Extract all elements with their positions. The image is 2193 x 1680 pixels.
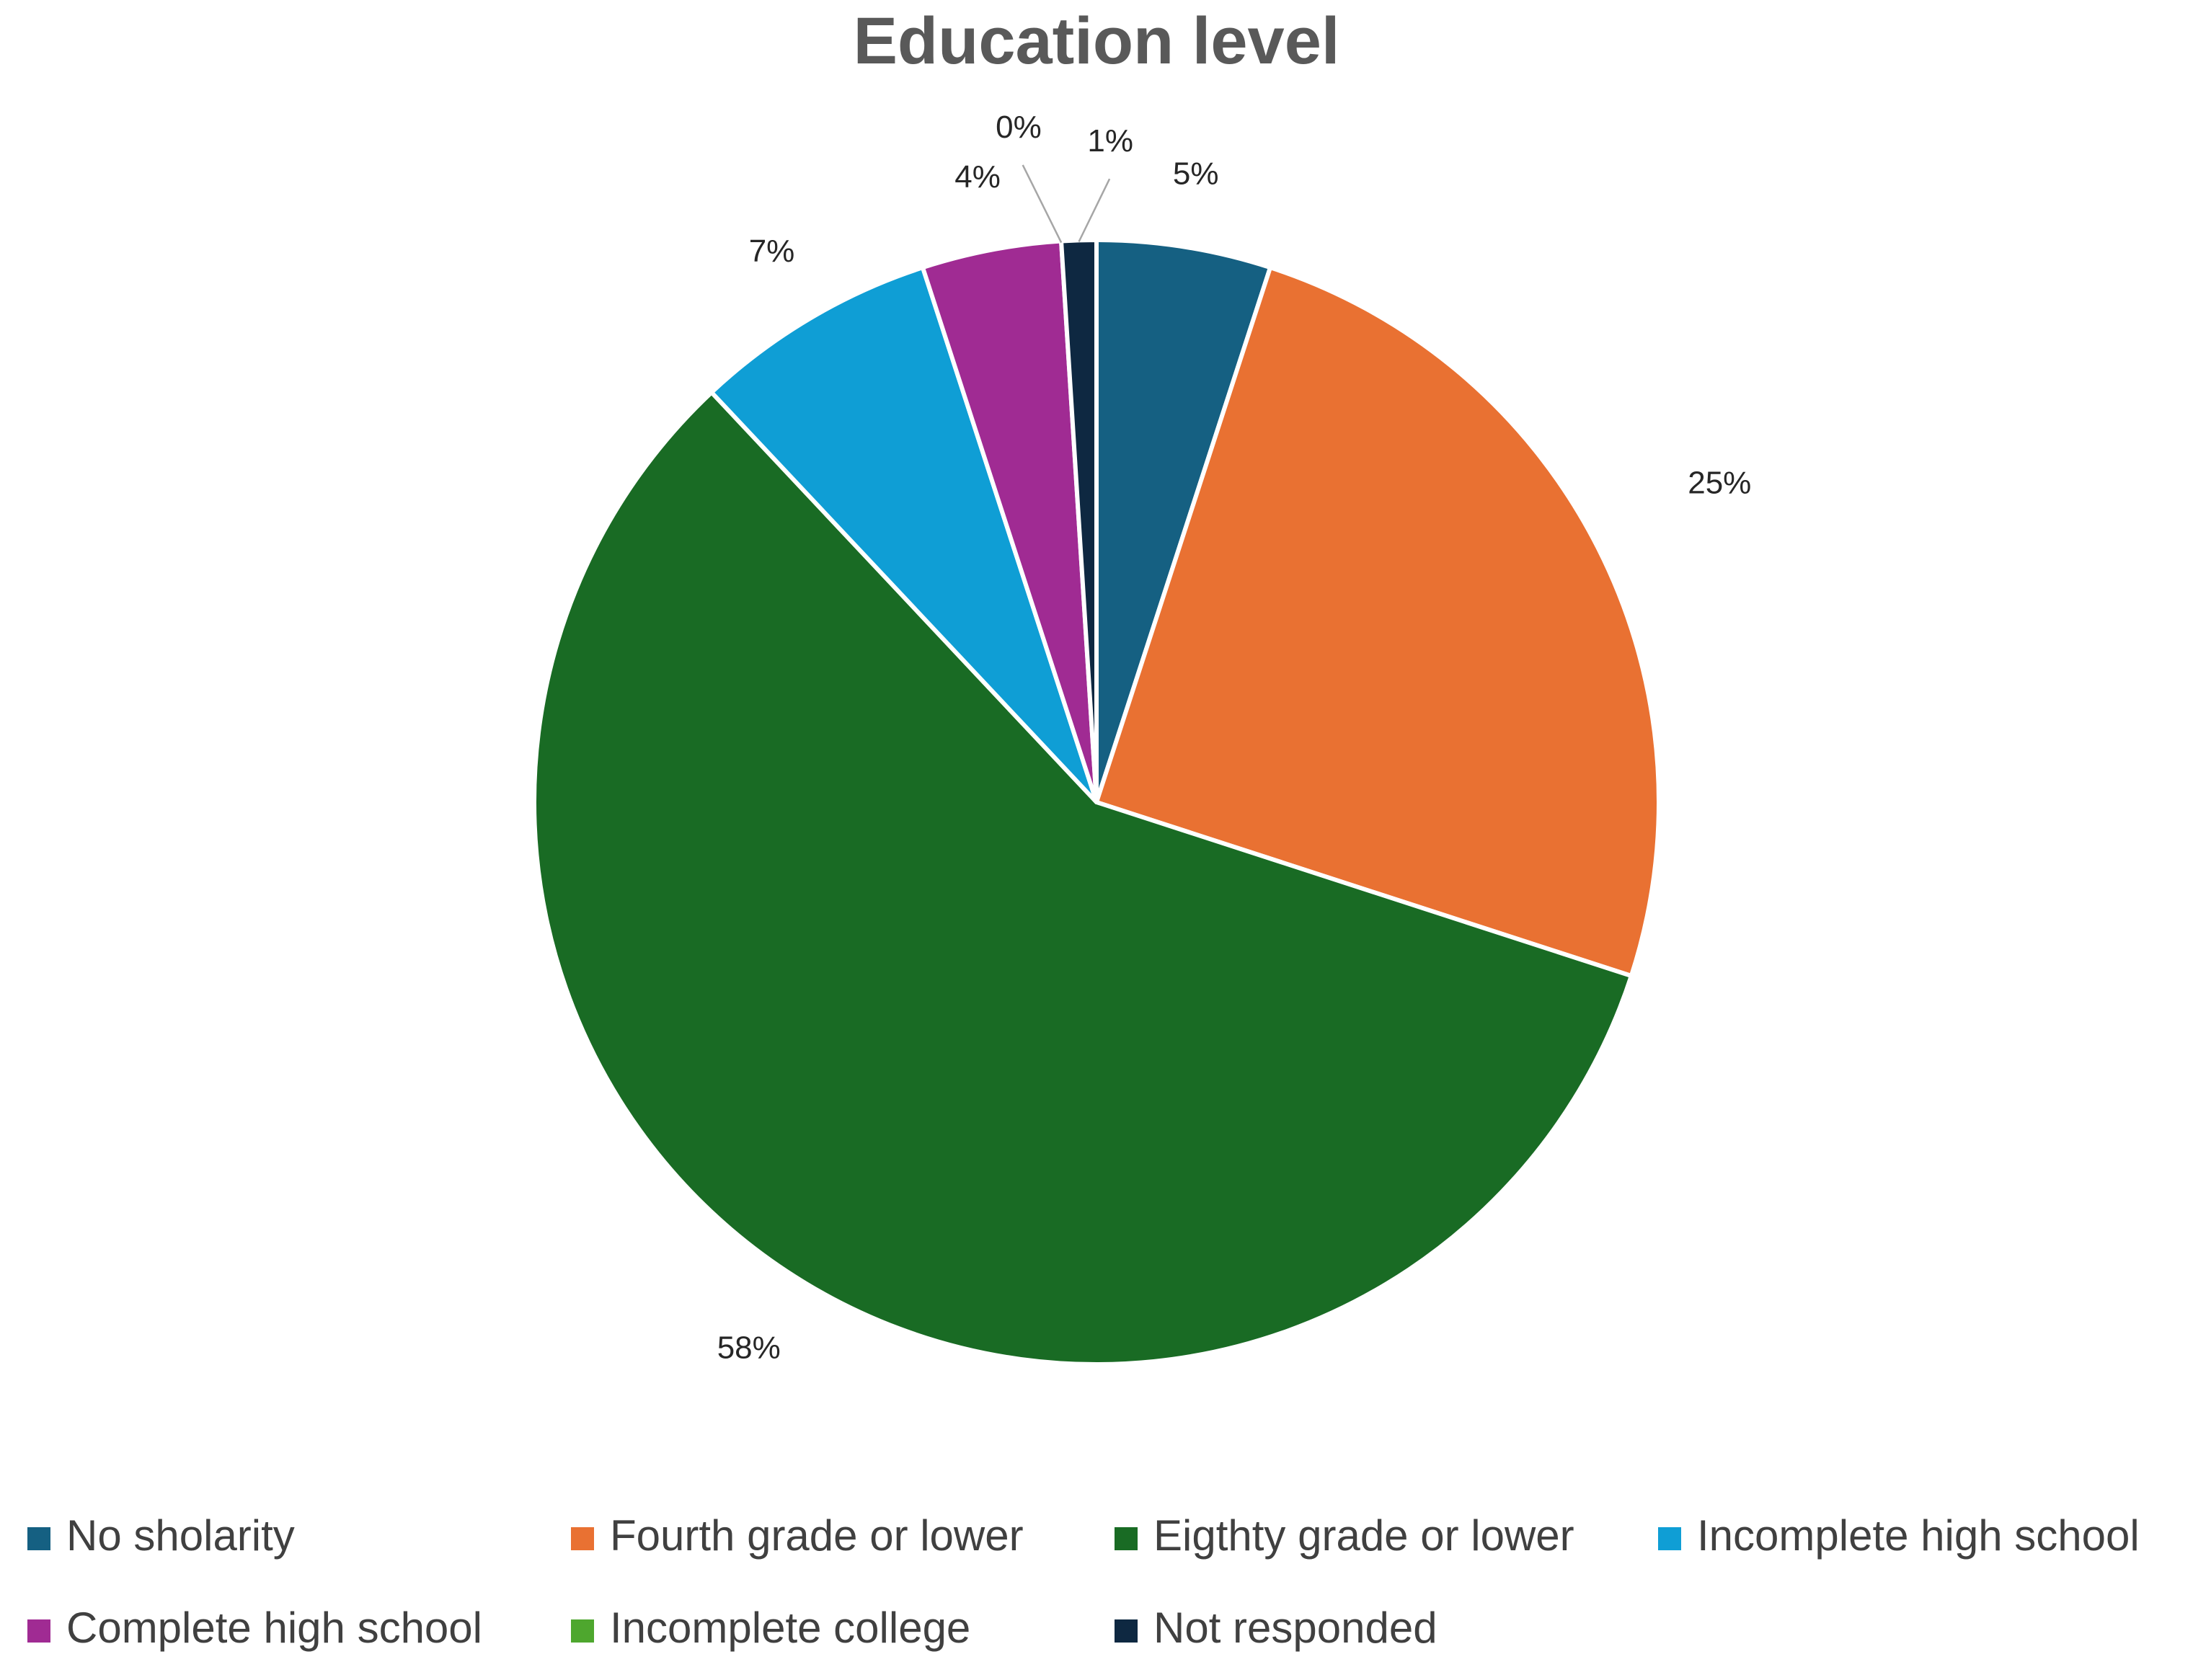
legend-swatch-fourth-grade-or-lower [571, 1527, 594, 1550]
legend-swatch-incomplete-college [571, 1619, 594, 1643]
legend-label-not-responded: Not responded [1153, 1604, 1437, 1652]
legend-swatch-no-sholarity [27, 1527, 50, 1550]
pie-slices [532, 238, 1661, 1366]
legend-swatch-eigthty-grade-or-lower [1115, 1527, 1138, 1550]
data-label-eigthty-grade-or-lower: 58% [717, 1330, 781, 1366]
legend-item-complete-high-school: Complete high school [27, 1604, 482, 1652]
legend-label-incomplete-high-school: Incomplete high school [1697, 1511, 2140, 1560]
pie-slice-complete-high-school [920, 239, 1099, 804]
legend: No sholarity Fourth grade or lower Eigthty… [27, 1511, 2140, 1652]
leader-line-not-responded [1078, 178, 1111, 242]
pie-slice-fourth-grade-or-lower [1094, 265, 1661, 979]
pie-slice-eigthty-grade-or-lower [532, 390, 1634, 1366]
data-label-complete-high-school: 4% [954, 159, 1001, 195]
legend-label-no-sholarity: No sholarity [66, 1511, 295, 1560]
legend-item-no-sholarity: No sholarity [27, 1511, 295, 1560]
legend-label-eigthty-grade-or-lower: Eigthty grade or lower [1153, 1511, 1574, 1560]
leader-lines [1022, 164, 1111, 244]
pie-slice-incomplete-high-school [709, 265, 1099, 804]
legend-swatch-incomplete-high-school [1658, 1527, 1681, 1550]
legend-item-eigthty-grade-or-lower: Eigthty grade or lower [1115, 1511, 1574, 1560]
legend-item-fourth-grade-or-lower: Fourth grade or lower [571, 1511, 1024, 1560]
legend-label-complete-high-school: Complete high school [66, 1604, 482, 1652]
data-label-no-sholarity: 5% [1173, 156, 1219, 191]
legend-item-incomplete-college: Incomplete college [571, 1604, 970, 1652]
legend-label-fourth-grade-or-lower: Fourth grade or lower [610, 1511, 1024, 1560]
leader-line-incomplete-college [1022, 164, 1063, 244]
legend-label-incomplete-college: Incomplete college [610, 1604, 970, 1652]
data-label-incomplete-college: 0% [996, 110, 1042, 145]
legend-swatch-not-responded [1115, 1619, 1138, 1643]
legend-item-incomplete-high-school: Incomplete high school [1658, 1511, 2140, 1560]
chart-title: Education level [854, 4, 1340, 78]
data-label-incomplete-high-school: 7% [749, 234, 795, 269]
legend-swatch-complete-high-school [27, 1619, 50, 1643]
data-labels: 5% 25% 58% 7% 4% 0% 1% [717, 110, 1752, 1366]
data-label-not-responded: 1% [1087, 123, 1133, 159]
legend-item-not-responded: Not responded [1115, 1604, 1437, 1652]
data-label-fourth-grade-or-lower: 25% [1688, 465, 1751, 500]
